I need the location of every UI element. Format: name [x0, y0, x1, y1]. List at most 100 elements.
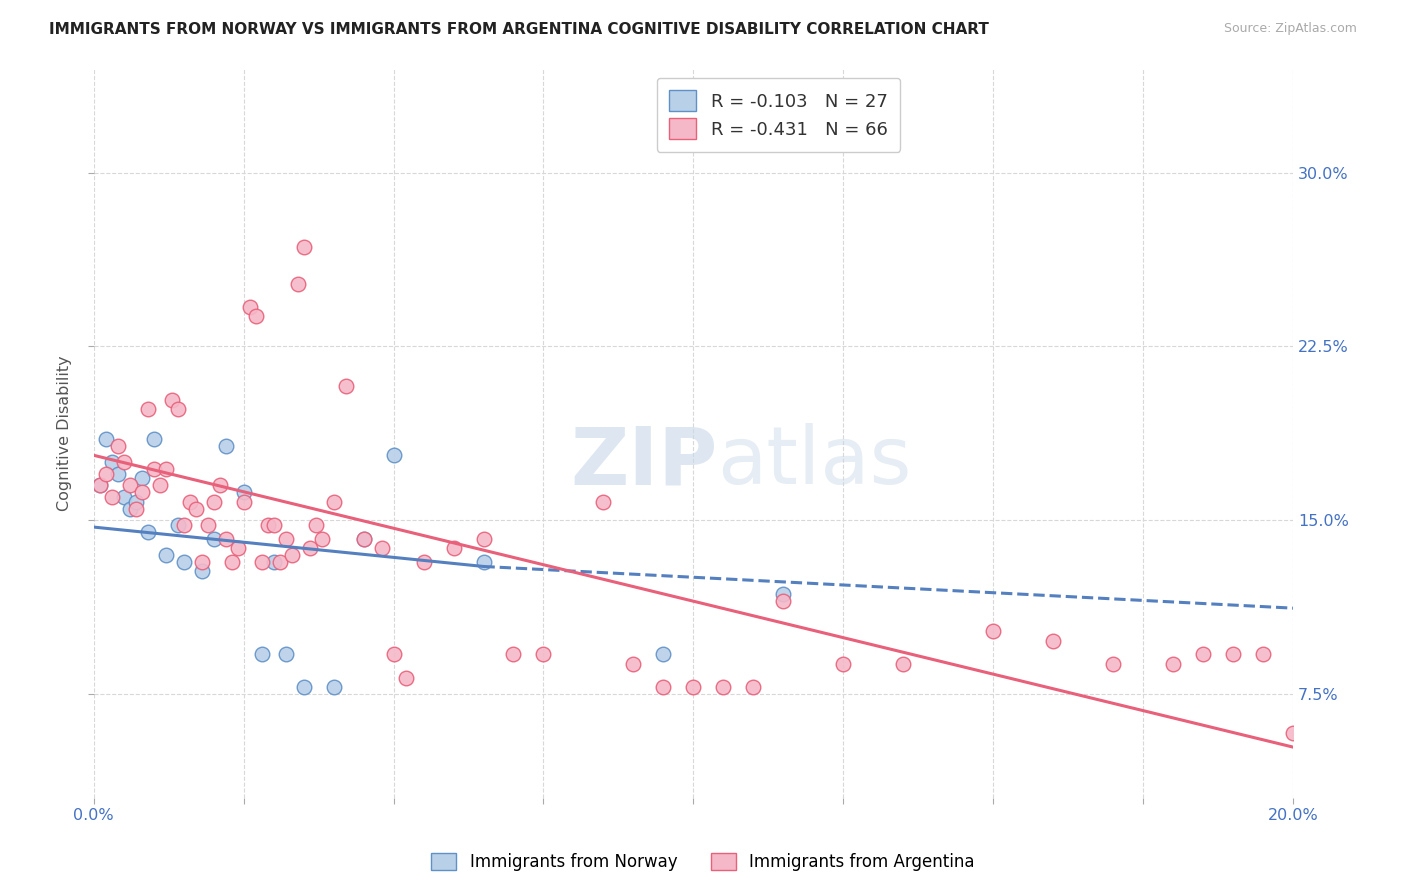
- Point: [107, 439, 129, 453]
- Legend: Immigrants from Norway, Immigrants from Argentina: Immigrants from Norway, Immigrants from …: [423, 845, 983, 880]
- Point: [197, 517, 219, 532]
- Point: [412, 555, 434, 569]
- Point: [891, 657, 914, 671]
- Point: [742, 680, 765, 694]
- Point: [131, 485, 153, 500]
- Point: [1161, 657, 1184, 671]
- Point: [652, 648, 675, 662]
- Point: [322, 494, 344, 508]
- Point: [287, 277, 309, 291]
- Point: [100, 455, 122, 469]
- Point: [239, 300, 262, 314]
- Text: Source: ZipAtlas.com: Source: ZipAtlas.com: [1223, 22, 1357, 36]
- Point: [166, 401, 188, 416]
- Point: [335, 379, 357, 393]
- Point: [502, 648, 524, 662]
- Point: [221, 555, 243, 569]
- Point: [131, 471, 153, 485]
- Point: [184, 501, 207, 516]
- Point: [382, 648, 405, 662]
- Point: [202, 532, 225, 546]
- Point: [245, 310, 267, 324]
- Point: [1042, 633, 1064, 648]
- Point: [711, 680, 734, 694]
- Point: [173, 555, 195, 569]
- Point: [263, 517, 285, 532]
- Point: [292, 680, 315, 694]
- Point: [292, 240, 315, 254]
- Point: [280, 548, 302, 562]
- Point: [89, 478, 111, 492]
- Point: [136, 524, 159, 539]
- Point: [311, 532, 333, 546]
- Point: [250, 648, 273, 662]
- Point: [682, 680, 704, 694]
- Point: [232, 494, 254, 508]
- Point: [533, 648, 555, 662]
- Point: [370, 541, 392, 555]
- Point: [190, 564, 212, 578]
- Point: [269, 555, 291, 569]
- Point: [160, 392, 183, 407]
- Point: [112, 490, 135, 504]
- Point: [112, 455, 135, 469]
- Point: [1251, 648, 1274, 662]
- Text: IMMIGRANTS FROM NORWAY VS IMMIGRANTS FROM ARGENTINA COGNITIVE DISABILITY CORRELA: IMMIGRANTS FROM NORWAY VS IMMIGRANTS FRO…: [49, 22, 988, 37]
- Point: [173, 517, 195, 532]
- Point: [250, 555, 273, 569]
- Point: [214, 439, 236, 453]
- Point: [155, 548, 177, 562]
- Point: [118, 501, 141, 516]
- Point: [263, 555, 285, 569]
- Point: [443, 541, 465, 555]
- Point: [1222, 648, 1244, 662]
- Point: [623, 657, 645, 671]
- Point: [107, 467, 129, 481]
- Point: [652, 680, 675, 694]
- Point: [981, 624, 1004, 639]
- Point: [353, 532, 375, 546]
- Point: [149, 478, 172, 492]
- Point: [202, 494, 225, 508]
- Point: [298, 541, 321, 555]
- Point: [1192, 648, 1215, 662]
- Point: [353, 532, 375, 546]
- Point: [118, 478, 141, 492]
- Point: [322, 680, 344, 694]
- Text: atlas: atlas: [717, 424, 911, 501]
- Point: [94, 467, 117, 481]
- Point: [125, 494, 148, 508]
- Point: [179, 494, 201, 508]
- Point: [232, 485, 254, 500]
- Point: [142, 432, 165, 446]
- Point: [472, 555, 495, 569]
- Point: [256, 517, 278, 532]
- Point: [214, 532, 236, 546]
- Y-axis label: Cognitive Disability: Cognitive Disability: [58, 356, 72, 511]
- Point: [226, 541, 249, 555]
- Point: [142, 462, 165, 476]
- Point: [382, 448, 405, 462]
- Point: [304, 517, 326, 532]
- Point: [136, 401, 159, 416]
- Legend: R = -0.103   N = 27, R = -0.431   N = 66: R = -0.103 N = 27, R = -0.431 N = 66: [657, 78, 900, 152]
- Point: [394, 671, 416, 685]
- Point: [94, 432, 117, 446]
- Text: ZIP: ZIP: [571, 424, 717, 501]
- Point: [166, 517, 188, 532]
- Point: [208, 478, 231, 492]
- Point: [772, 594, 794, 608]
- Point: [274, 648, 297, 662]
- Point: [274, 532, 297, 546]
- Point: [100, 490, 122, 504]
- Point: [472, 532, 495, 546]
- Point: [1102, 657, 1125, 671]
- Point: [89, 478, 111, 492]
- Point: [190, 555, 212, 569]
- Point: [592, 494, 614, 508]
- Point: [155, 462, 177, 476]
- Point: [125, 501, 148, 516]
- Point: [1282, 726, 1305, 740]
- Point: [772, 587, 794, 601]
- Point: [832, 657, 855, 671]
